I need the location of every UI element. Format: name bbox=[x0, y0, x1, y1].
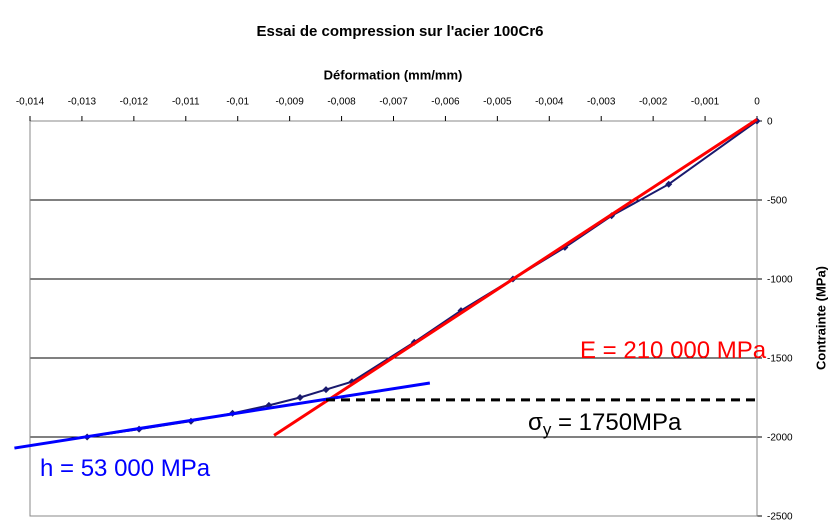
x-tick-label: -0,011 bbox=[172, 97, 200, 108]
annotation: h = 53 000 MPa bbox=[40, 455, 211, 482]
series-line bbox=[14, 381, 431, 450]
chart-title: Essai de compression sur l'acier 100Cr6 bbox=[256, 23, 543, 40]
x-axis-label: Déformation (mm/mm) bbox=[324, 67, 463, 82]
y-axis-label: Contrainte (MPa) bbox=[813, 266, 828, 370]
data-point bbox=[665, 180, 673, 188]
x-tick-label: -0,012 bbox=[120, 97, 149, 108]
x-tick-label: -0,008 bbox=[327, 97, 356, 108]
y-tick-label: -1000 bbox=[767, 275, 793, 286]
data-point bbox=[322, 386, 330, 394]
y-tick-label: -2500 bbox=[767, 512, 793, 523]
annotation: σy = 1750MPa bbox=[528, 409, 682, 439]
annotation: E = 210 000 MPa bbox=[580, 337, 767, 364]
annotation-text: h = 53 000 MPa bbox=[40, 455, 211, 482]
y-tick-label: 0 bbox=[767, 117, 773, 128]
x-tick-label: -0,004 bbox=[535, 97, 564, 108]
x-tick-label: -0,006 bbox=[431, 97, 460, 108]
x-tick-label: -0,007 bbox=[379, 97, 408, 108]
annotation-text: σ bbox=[528, 409, 543, 436]
x-tick-label: -0,01 bbox=[226, 97, 249, 108]
y-tick-label: -1500 bbox=[767, 354, 793, 365]
x-tick-label: -0,013 bbox=[68, 97, 97, 108]
y-tick-label: -500 bbox=[767, 196, 787, 207]
series-line bbox=[273, 118, 758, 437]
x-tick-label: -0,003 bbox=[587, 97, 616, 108]
x-tick-label: -0,009 bbox=[275, 97, 304, 108]
annotation-subscript: y bbox=[543, 420, 552, 439]
annotation-text: E = 210 000 MPa bbox=[580, 337, 767, 364]
x-tick-label: 0 bbox=[754, 97, 760, 108]
x-tick-label: -0,001 bbox=[691, 97, 720, 108]
annotation-text: = 1750MPa bbox=[551, 409, 682, 436]
x-tick-label: -0,005 bbox=[483, 97, 512, 108]
data-point bbox=[296, 394, 304, 401]
y-tick-label: -2000 bbox=[767, 433, 793, 444]
x-tick-label: -0,014 bbox=[16, 97, 45, 108]
x-tick-label: -0,002 bbox=[639, 97, 668, 108]
